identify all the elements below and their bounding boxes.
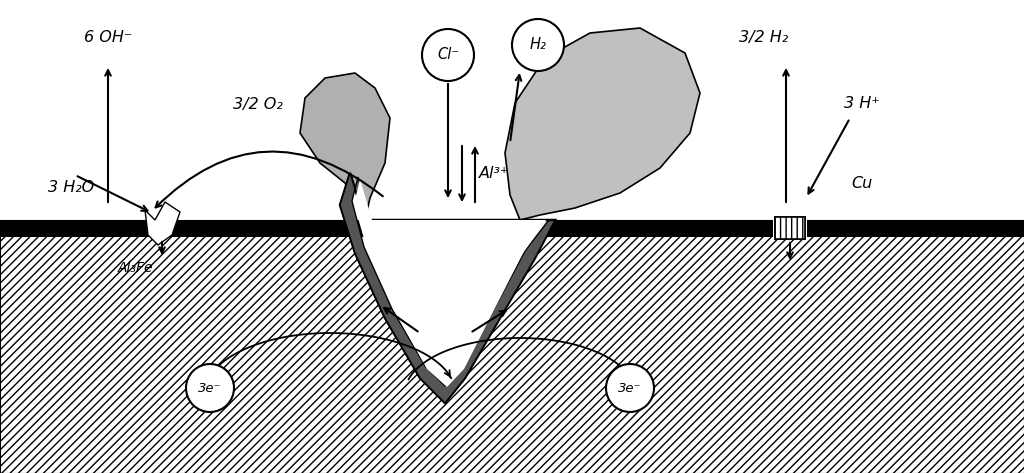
Bar xyxy=(775,218,805,239)
Text: H₂: H₂ xyxy=(529,37,547,53)
Text: 3/2 O₂: 3/2 O₂ xyxy=(233,97,283,113)
Polygon shape xyxy=(300,73,390,220)
Bar xyxy=(0,220,145,237)
Text: 3e⁻: 3e⁻ xyxy=(618,382,642,394)
Text: Al(OH)₃: Al(OH)₃ xyxy=(583,96,641,111)
Polygon shape xyxy=(505,28,700,220)
Polygon shape xyxy=(145,202,180,245)
Bar xyxy=(775,218,805,239)
Text: 3 H⁺: 3 H⁺ xyxy=(844,96,880,111)
Polygon shape xyxy=(354,179,546,387)
Text: Al₃Fe: Al₃Fe xyxy=(118,261,153,275)
Text: Al³⁺: Al³⁺ xyxy=(479,166,509,181)
Bar xyxy=(185,220,365,237)
Text: 3e⁻: 3e⁻ xyxy=(199,382,222,394)
Bar xyxy=(0,220,1024,473)
Circle shape xyxy=(606,364,654,412)
Circle shape xyxy=(512,19,564,71)
Text: Al Cl₄⁻: Al Cl₄⁻ xyxy=(427,336,469,350)
Text: 6 OH⁻: 6 OH⁻ xyxy=(84,30,132,45)
Polygon shape xyxy=(340,173,555,403)
Circle shape xyxy=(422,29,474,81)
Polygon shape xyxy=(340,173,555,403)
Text: 3/2 H₂: 3/2 H₂ xyxy=(739,30,788,45)
Text: Cu: Cu xyxy=(851,175,872,191)
Bar xyxy=(773,220,807,237)
Bar xyxy=(0,220,1024,237)
Text: 3 H₂O: 3 H₂O xyxy=(48,181,94,195)
Circle shape xyxy=(186,364,234,412)
Text: Оксид: Оксид xyxy=(870,219,923,235)
Text: Cl⁻: Cl⁻ xyxy=(437,47,459,62)
